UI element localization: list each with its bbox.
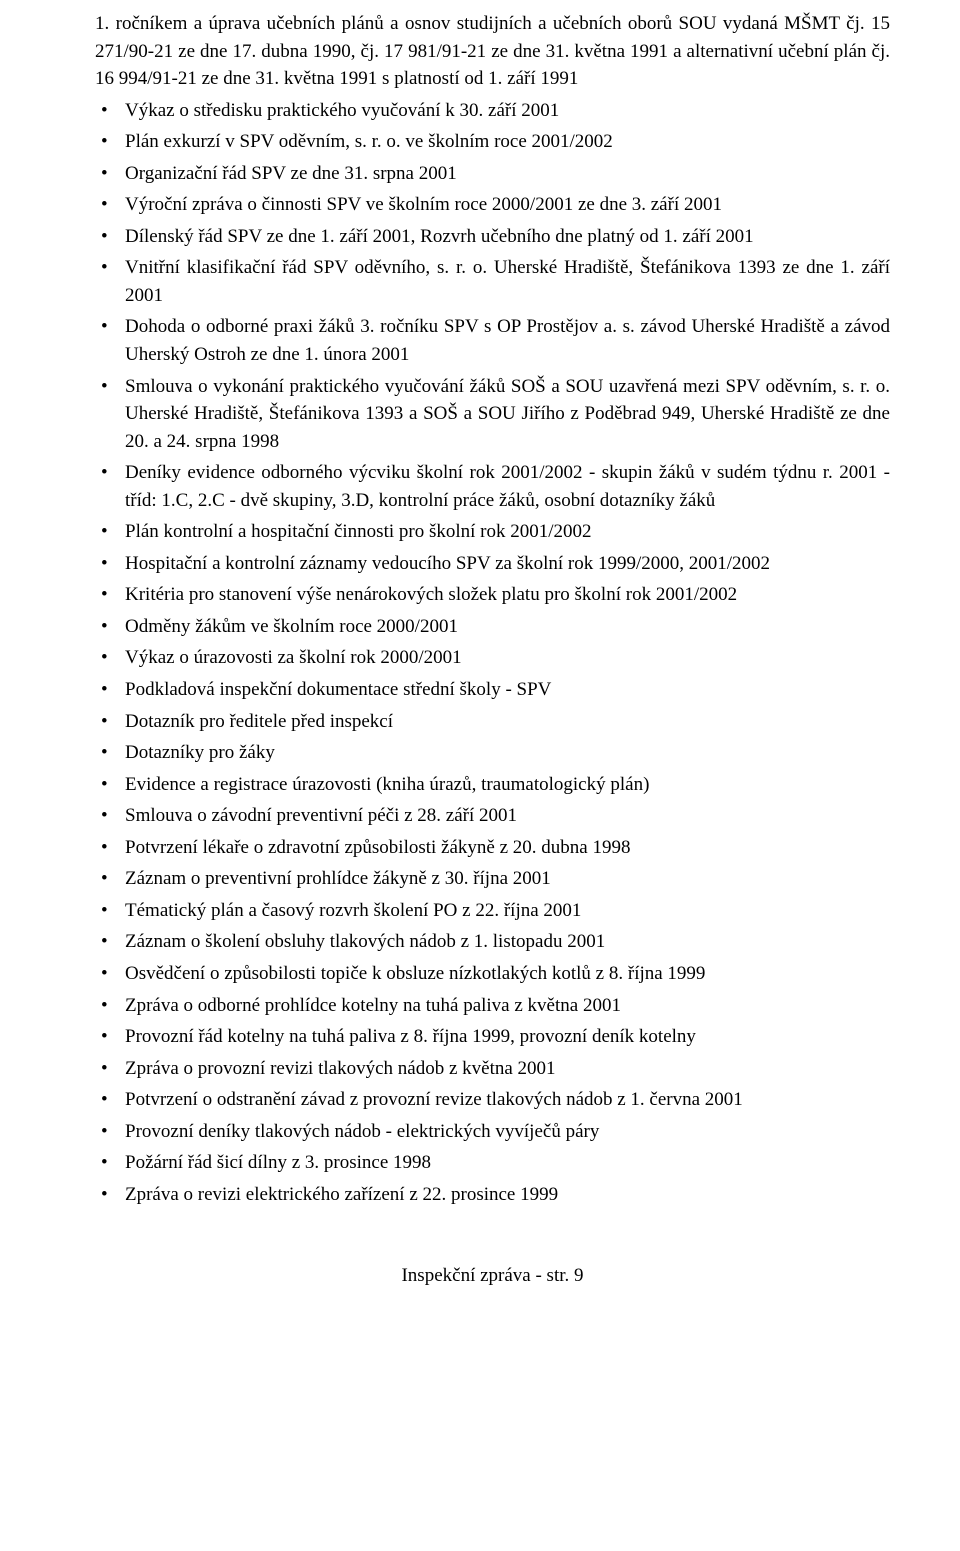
list-item: Výkaz o středisku praktického vyučování … xyxy=(95,97,890,125)
list-item: Podkladová inspekční dokumentace střední… xyxy=(95,676,890,704)
list-item: Odměny žákům ve školním roce 2000/2001 xyxy=(95,613,890,641)
list-item: Plán kontrolní a hospitační činnosti pro… xyxy=(95,518,890,546)
list-item: Výkaz o úrazovosti za školní rok 2000/20… xyxy=(95,644,890,672)
list-item: Hospitační a kontrolní záznamy vedoucího… xyxy=(95,550,890,578)
list-item: Smlouva o závodní preventivní péči z 28.… xyxy=(95,802,890,830)
document-list: Výkaz o středisku praktického vyučování … xyxy=(95,97,890,1209)
list-item: Zpráva o odborné prohlídce kotelny na tu… xyxy=(95,992,890,1020)
list-item: Záznam o preventivní prohlídce žákyně z … xyxy=(95,865,890,893)
list-item: Provozní deníky tlakových nádob - elektr… xyxy=(95,1118,890,1146)
page-footer: Inspekční zpráva - str. 9 xyxy=(95,1262,890,1290)
list-item: Záznam o školení obsluhy tlakových nádob… xyxy=(95,928,890,956)
list-item: Provozní řád kotelny na tuhá paliva z 8.… xyxy=(95,1023,890,1051)
list-item: Dohoda o odborné praxi žáků 3. ročníku S… xyxy=(95,313,890,368)
list-item: Zpráva o provozní revizi tlakových nádob… xyxy=(95,1055,890,1083)
list-item: Smlouva o vykonání praktického vyučování… xyxy=(95,373,890,456)
list-item: Výroční zpráva o činnosti SPV ve školním… xyxy=(95,191,890,219)
list-item: Osvědčení o způsobilosti topiče k obsluz… xyxy=(95,960,890,988)
list-item: Tématický plán a časový rozvrh školení P… xyxy=(95,897,890,925)
list-item: Dotazník pro ředitele před inspekcí xyxy=(95,708,890,736)
list-item: Deníky evidence odborného výcviku školní… xyxy=(95,459,890,514)
list-item: Potvrzení o odstranění závad z provozní … xyxy=(95,1086,890,1114)
list-item: Evidence a registrace úrazovosti (kniha … xyxy=(95,771,890,799)
list-item: Potvrzení lékaře o zdravotní způsobilost… xyxy=(95,834,890,862)
intro-paragraph: 1. ročníkem a úprava učebních plánů a os… xyxy=(95,10,890,93)
list-item: Organizační řád SPV ze dne 31. srpna 200… xyxy=(95,160,890,188)
list-item: Požární řád šicí dílny z 3. prosince 199… xyxy=(95,1149,890,1177)
list-item: Plán exkurzí v SPV oděvním, s. r. o. ve … xyxy=(95,128,890,156)
list-item: Zpráva o revizi elektrického zařízení z … xyxy=(95,1181,890,1209)
list-item: Dílenský řád SPV ze dne 1. září 2001, Ro… xyxy=(95,223,890,251)
list-item: Kritéria pro stanovení výše nenárokových… xyxy=(95,581,890,609)
list-item: Vnitřní klasifikační řád SPV oděvního, s… xyxy=(95,254,890,309)
list-item: Dotazníky pro žáky xyxy=(95,739,890,767)
